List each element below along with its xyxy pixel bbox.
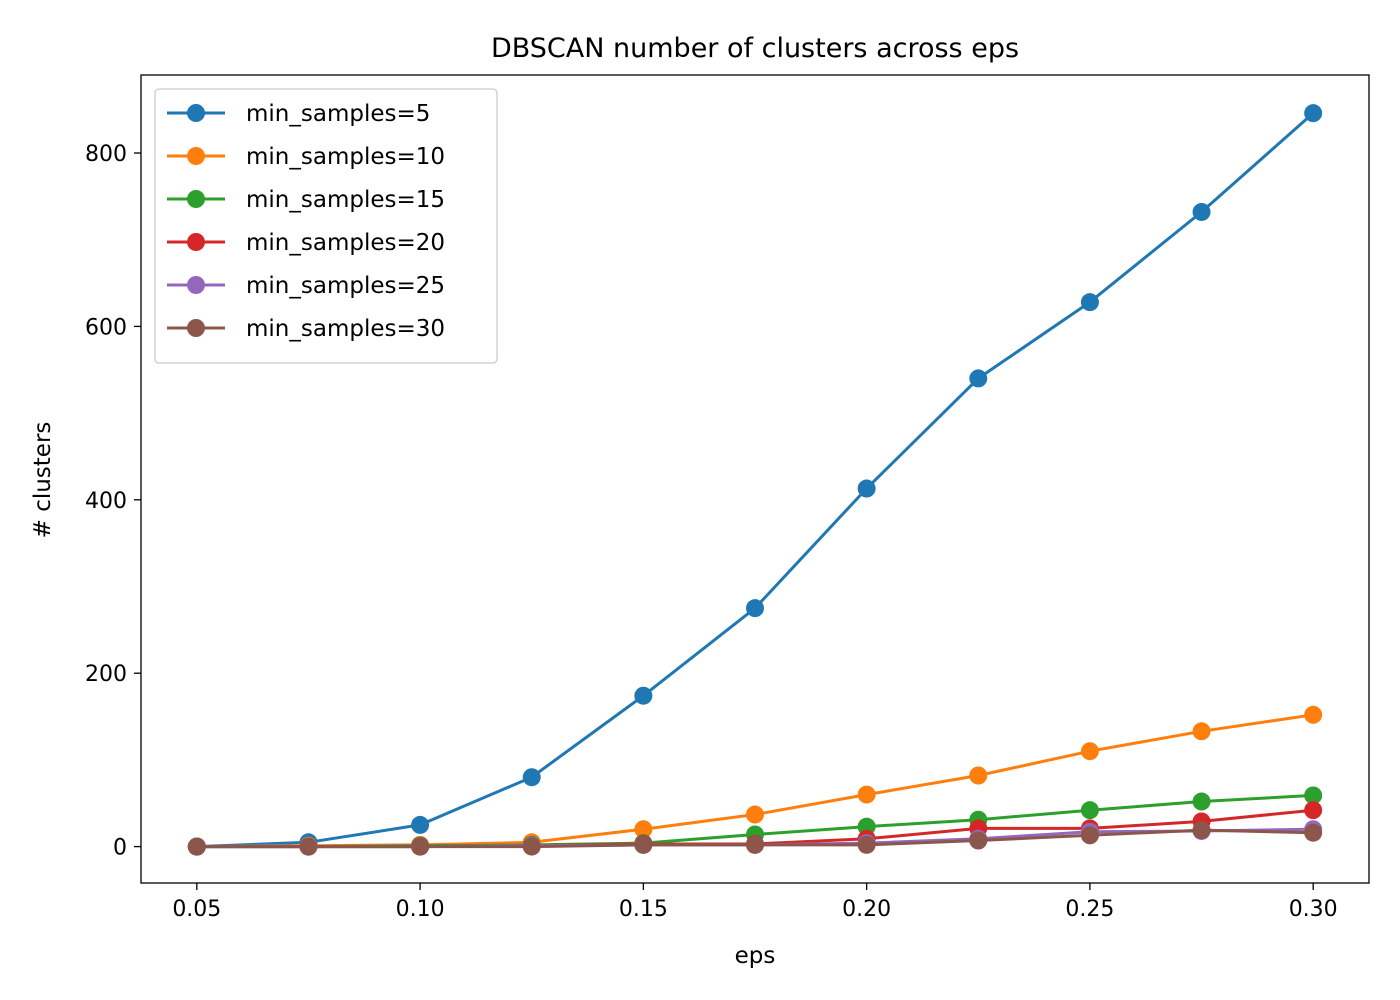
data-point xyxy=(634,820,653,839)
y-tick-label: 600 xyxy=(85,315,127,340)
data-point xyxy=(1304,786,1323,805)
data-point xyxy=(857,479,876,498)
data-point xyxy=(187,837,206,856)
legend-item: min_samples=5 xyxy=(167,101,430,127)
data-point xyxy=(1304,823,1323,842)
y-axis-label: # clusters xyxy=(30,422,56,539)
legend-item: min_samples=30 xyxy=(167,316,445,342)
plot-frame xyxy=(140,74,1370,884)
legend-marker xyxy=(187,104,205,122)
legend-label: min_samples=25 xyxy=(246,273,445,299)
legend-marker xyxy=(187,147,205,165)
y-tick-label: 0 xyxy=(113,836,127,861)
data-point xyxy=(1080,742,1099,761)
y-tick-label: 800 xyxy=(85,142,127,167)
data-point xyxy=(411,815,430,834)
legend-item: min_samples=20 xyxy=(167,230,445,256)
data-point xyxy=(299,837,318,856)
x-tick-label: 0.30 xyxy=(1289,897,1338,922)
legend-marker xyxy=(187,276,205,294)
data-point xyxy=(1080,826,1099,845)
legend-label: min_samples=30 xyxy=(246,316,445,342)
data-point xyxy=(1304,801,1323,820)
x-tick-label: 0.15 xyxy=(619,897,668,922)
data-point xyxy=(522,768,541,787)
data-point xyxy=(634,686,653,705)
x-tick-label: 0.20 xyxy=(842,897,891,922)
legend-marker xyxy=(187,190,205,208)
data-point xyxy=(746,599,764,618)
data-point xyxy=(411,837,430,856)
data-point xyxy=(857,835,876,854)
x-tick-label: 0.10 xyxy=(396,897,445,922)
legend-label: min_samples=20 xyxy=(246,230,445,256)
series-layer xyxy=(187,104,1323,856)
data-point xyxy=(746,805,764,824)
data-point xyxy=(522,837,541,856)
data-point xyxy=(1080,801,1099,820)
data-point xyxy=(1192,202,1211,221)
plot-area xyxy=(140,74,1370,884)
data-point xyxy=(969,766,988,785)
y-tick-label: 400 xyxy=(85,489,127,514)
data-point xyxy=(634,835,653,854)
data-point xyxy=(1304,705,1323,724)
series-6 xyxy=(187,821,1323,856)
data-point xyxy=(1080,293,1099,312)
data-point xyxy=(1192,792,1211,811)
data-point xyxy=(746,835,764,854)
legend-item: min_samples=15 xyxy=(167,187,445,213)
data-point xyxy=(969,369,988,388)
legend-label: min_samples=10 xyxy=(246,144,445,170)
chart-title: DBSCAN number of clusters across eps xyxy=(491,33,1019,64)
y-axis: 0 200 400 600 800 xyxy=(85,142,141,861)
x-axis-label: eps xyxy=(735,943,776,969)
data-point xyxy=(1192,722,1211,741)
data-point xyxy=(857,785,876,804)
data-point xyxy=(1192,821,1211,840)
legend-label: min_samples=15 xyxy=(246,187,445,213)
x-tick-label: 0.25 xyxy=(1065,897,1114,922)
legend-item: min_samples=25 xyxy=(167,273,445,299)
legend-item: min_samples=10 xyxy=(167,144,445,170)
x-tick-label: 0.05 xyxy=(172,897,221,922)
data-point xyxy=(1304,104,1323,123)
legend-label: min_samples=5 xyxy=(246,101,430,127)
x-axis: 0.05 0.10 0.15 0.20 0.25 0.30 xyxy=(172,883,1338,922)
legend: min_samples=5 min_samples=10 min_samples=1… xyxy=(154,88,498,364)
legend-marker xyxy=(187,233,205,251)
legend-box xyxy=(154,88,498,364)
legend-marker xyxy=(187,319,205,337)
data-point xyxy=(969,831,988,850)
y-tick-label: 200 xyxy=(85,662,127,687)
